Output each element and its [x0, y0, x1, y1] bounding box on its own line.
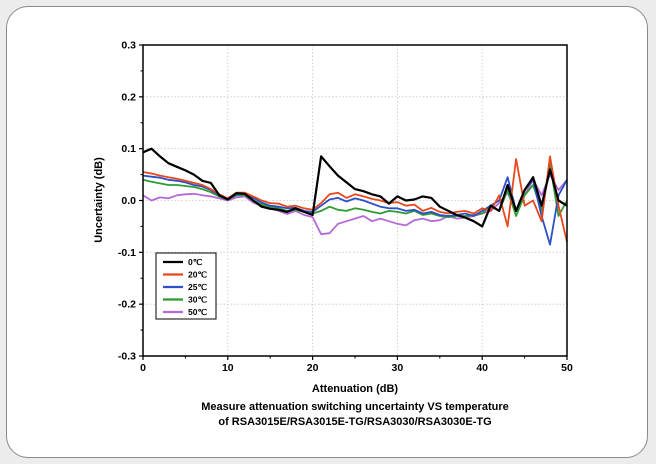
series-line-2 — [142, 155, 568, 243]
caption-line-1: Measure attenuation switching uncertaint… — [201, 401, 508, 413]
legend-label: 30℃ — [188, 295, 207, 305]
x-tick-label: 20 — [307, 362, 319, 374]
legend-label: 20℃ — [188, 270, 207, 280]
y-tick-label: 0.1 — [121, 143, 136, 155]
series-line-1 — [142, 147, 568, 228]
y-tick-label: 0.0 — [121, 195, 136, 207]
y-tick-label: -0.1 — [118, 247, 136, 259]
figure-card — [6, 6, 648, 458]
caption-line-2: of RSA3015E/RSA3015E-TG/RSA3030/RSA3030E… — [218, 416, 491, 428]
legend-label: 50℃ — [188, 307, 207, 317]
x-tick-label: 40 — [476, 362, 488, 374]
axis-ticks — [139, 44, 568, 360]
y-tick-label: 0.2 — [121, 91, 136, 103]
x-tick-label: 50 — [561, 362, 573, 374]
legend: 0℃ 20℃ 25℃ 30℃ 50℃ — [155, 252, 217, 320]
series-layer — [142, 147, 568, 246]
legend-label: 25℃ — [188, 282, 207, 292]
x-tick-label: 30 — [392, 362, 404, 374]
legend-label: 0℃ — [188, 257, 203, 267]
x-tick-label: 0 — [140, 362, 146, 374]
tick-labels: 0 10 20 30 40 50 0.3 0.2 0.1 0.0 -0.1 -0.2 -0.3 — [118, 40, 573, 375]
y-tick-label: 0.3 — [121, 40, 136, 52]
series-line-5 — [142, 173, 568, 236]
x-axis-label: Attenuation (dB) — [312, 383, 398, 395]
x-tick-label: 10 — [222, 362, 234, 374]
y-axis-label: Uncertainty (dB) — [93, 157, 105, 243]
y-tick-label: -0.3 — [118, 351, 136, 363]
y-tick-label: -0.2 — [118, 299, 136, 311]
